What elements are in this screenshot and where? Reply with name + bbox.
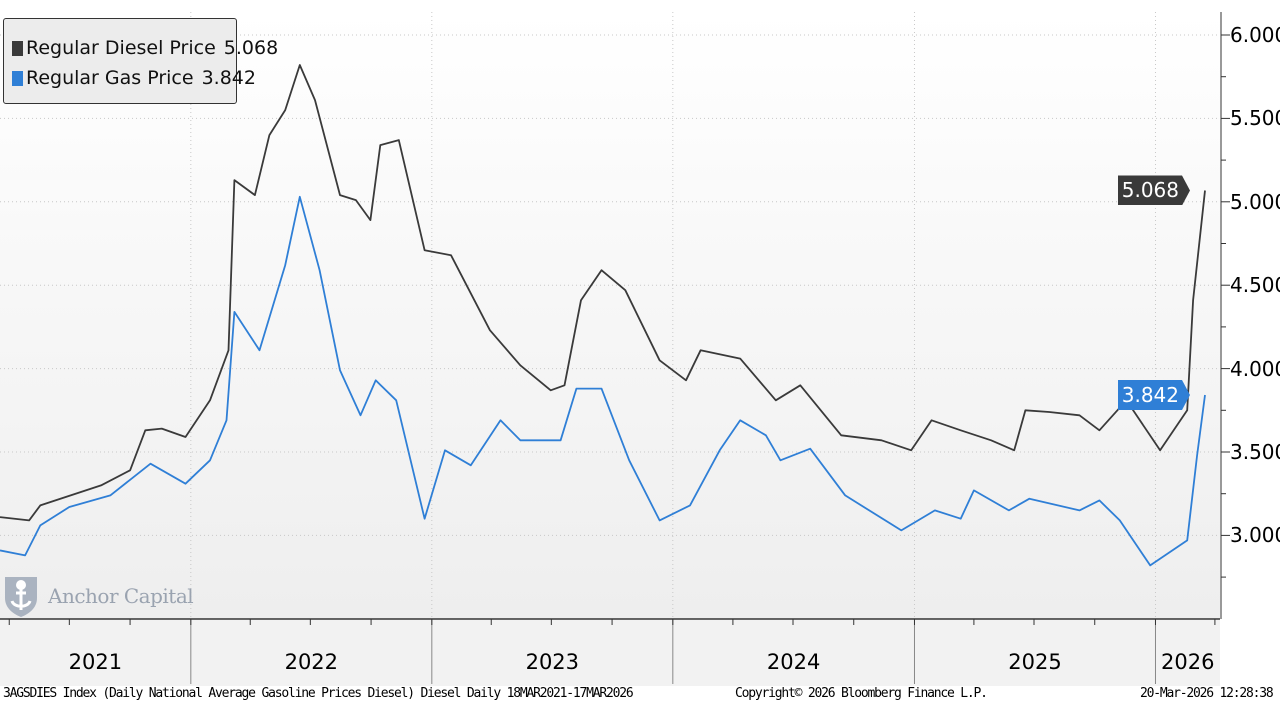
- y-tick-label: 6.000: [1230, 23, 1280, 47]
- legend-swatch: [12, 40, 23, 56]
- footer-description: 3AGSDIES Index (Daily National Average G…: [3, 686, 634, 701]
- footer-timestamp: 20-Mar-2026 12:28:38: [1140, 686, 1274, 701]
- x-axis-strip: [0, 620, 1220, 686]
- y-tick-label: 3.000: [1230, 523, 1280, 548]
- legend-item-diesel: Regular Diesel Price 5.068: [12, 33, 278, 63]
- legend-label: Regular Gas Price: [26, 67, 194, 89]
- x-tick-label: 2024: [766, 650, 821, 674]
- gas-last-value-badge: 3.842: [1118, 380, 1190, 410]
- logo-text: Anchor Capital: [48, 584, 194, 608]
- logo: Anchor Capital: [2, 574, 194, 618]
- legend-label: Regular Diesel Price: [26, 37, 216, 59]
- x-tick-label: 2025: [1008, 650, 1062, 674]
- legend-value: 5.068: [223, 37, 279, 59]
- diesel-price-line: [0, 64, 1206, 522]
- legend-value: 3.842: [201, 67, 256, 89]
- x-tick-label: 2022: [284, 650, 339, 674]
- diesel-last-value-badge: 5.068: [1118, 175, 1190, 205]
- plot-area: [0, 12, 1220, 619]
- gas-price-line: [0, 195, 1206, 567]
- footer-copyright: Copyright© 2026 Bloomberg Finance L.P.: [735, 686, 988, 701]
- x-tick-label: 2023: [525, 650, 580, 674]
- legend: Regular Diesel Price 5.068 Regular Gas P…: [3, 18, 278, 104]
- legend-item-gas: Regular Gas Price 3.842: [12, 63, 256, 93]
- anchor-shield-icon: [5, 577, 37, 617]
- legend-swatch: [12, 70, 23, 86]
- y-tick-label: 4.000: [1230, 356, 1280, 381]
- y-tick-label: 4.500: [1230, 273, 1280, 298]
- y-tick-label: 5.000: [1230, 189, 1280, 214]
- y-tick-label: 5.500: [1230, 106, 1280, 131]
- x-tick-label: 2026: [1161, 650, 1215, 674]
- y-tick-label: 3.500: [1230, 440, 1280, 464]
- x-tick-label: 2021: [68, 650, 123, 674]
